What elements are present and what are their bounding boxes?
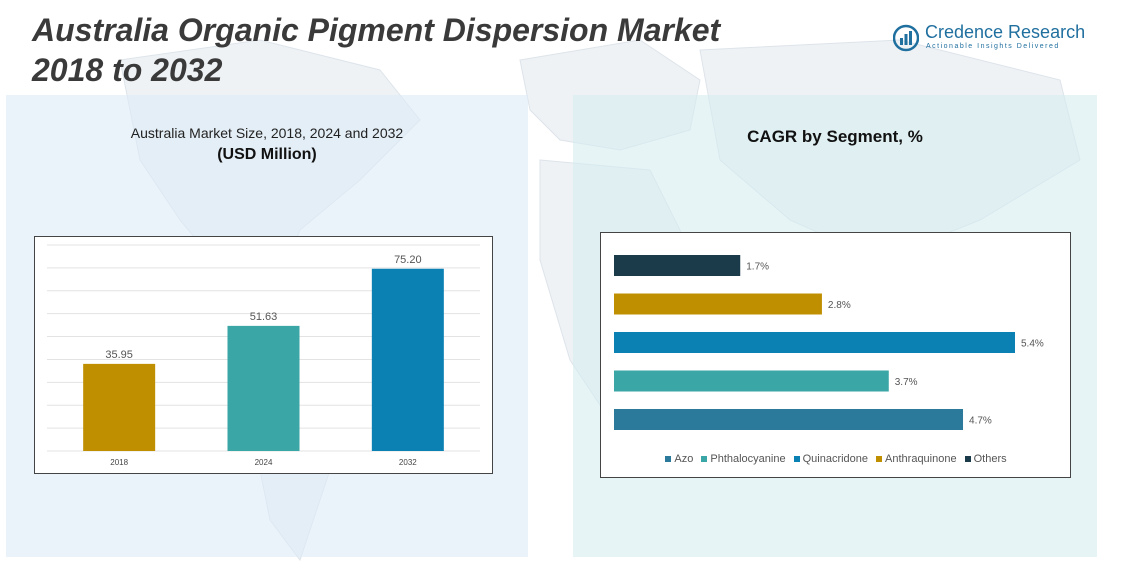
bar-2032 (371, 268, 444, 451)
legend-label: Others (973, 453, 1007, 465)
bar-value-label: 1.7% (746, 262, 769, 273)
market-size-unit: (USD Million) (217, 146, 317, 163)
legend-item-anthraquinone: Anthraquinone (876, 453, 957, 465)
legend-swatch (876, 456, 883, 463)
cagr-legend: Azo Phthalocyanine Quinacridone Anthraquino… (601, 453, 1071, 465)
bar-others (614, 255, 741, 276)
bar-value-label: 51.63 (250, 311, 278, 323)
bar-value-label: 4.7% (969, 416, 992, 427)
credence-research-logo: Credence Research Actionable Insights De… (893, 22, 1093, 56)
legend-swatch (701, 456, 708, 463)
bar-quinacridone (614, 332, 1015, 353)
market-size-chart-svg: 35.95 2018 51.63 2024 75.20 2032 (47, 244, 480, 467)
bar-2018 (83, 363, 156, 451)
title-line-1: Australia Organic Pigment Dispersion Mar… (32, 12, 721, 48)
logo-tagline: Actionable Insights Delivered (926, 43, 1060, 50)
legend-item-others: Others (964, 453, 1007, 465)
x-tick-label: 2018 (110, 458, 128, 467)
legend-label: Azo (674, 453, 694, 465)
page-title: Australia Organic Pigment Dispersion Mar… (32, 10, 720, 90)
x-tick-label: 2032 (399, 458, 417, 467)
bar-value-label: 35.95 (105, 349, 133, 361)
bar-value-label: 3.7% (895, 377, 918, 388)
legend-swatch (964, 456, 971, 463)
cagr-chart-svg: 1.7% 2.8% 5.4% 3.7% 4.7% (614, 255, 1044, 430)
bar-value-label: 2.8% (828, 300, 851, 311)
legend-label: Anthraquinone (885, 453, 957, 465)
legend-item-phthalocyanine: Phthalocyanine (701, 453, 786, 465)
logo-icon (893, 24, 919, 52)
market-size-chart: 35.95 2018 51.63 2024 75.20 2032 (34, 236, 493, 474)
legend-label: Phthalocyanine (710, 453, 786, 465)
legend-swatch (793, 456, 800, 463)
bar-azo (614, 409, 964, 430)
title-line-2: 2018 to 2032 (32, 52, 223, 88)
x-tick-label: 2024 (255, 458, 273, 467)
bar-2024 (227, 325, 300, 451)
cagr-chart: 1.7% 2.8% 5.4% 3.7% 4.7% Azo Phthalocyanine Qu… (600, 232, 1071, 478)
bar-phthalocyanine (614, 370, 889, 392)
bar-anthraquinone (614, 293, 822, 315)
cagr-title: CAGR by Segment, % (747, 127, 923, 146)
market-size-subtitle: Australia Market Size, 2018, 2024 and 20… (130, 125, 404, 141)
legend-item-azo: Azo (665, 453, 693, 465)
bar-value-label: 5.4% (1021, 339, 1044, 350)
legend-label: Quinacridone (802, 453, 869, 465)
legend-swatch (665, 456, 672, 463)
logo-name: Credence Research (925, 22, 1086, 42)
bar-value-label: 75.20 (394, 254, 422, 266)
legend-item-quinacridone: Quinacridone (793, 453, 869, 465)
